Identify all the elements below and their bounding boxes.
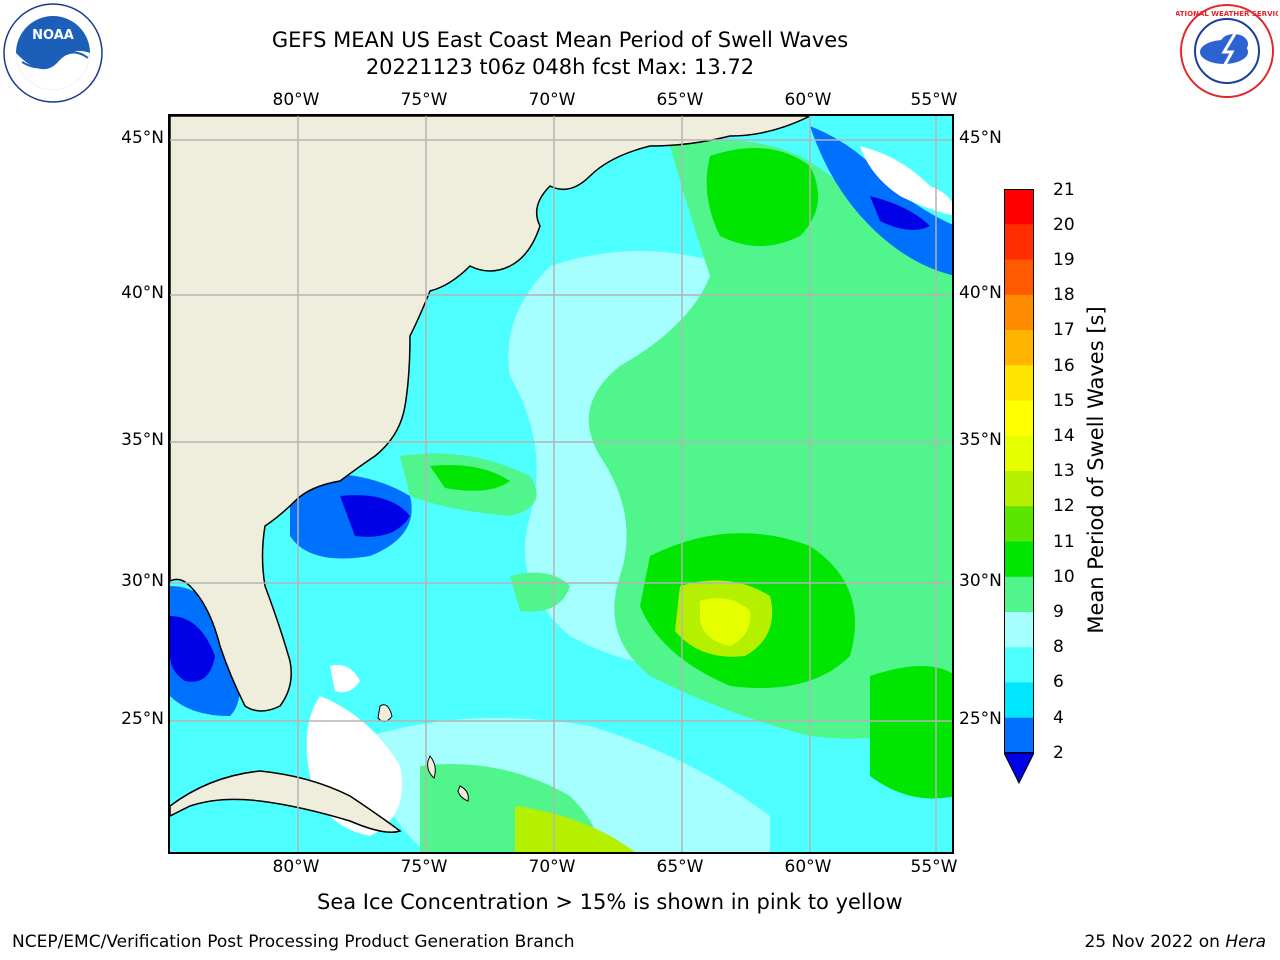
chart-subtitle: 20221123 t06z 048h fcst Max: 13.72 — [365, 55, 755, 79]
lat-right-label: 35°N — [959, 430, 1002, 450]
noaa-logo-text: NOAA — [32, 28, 74, 43]
land-bahamas — [457, 785, 469, 802]
footer-date: 25 Nov 2022 on Hera — [1084, 932, 1266, 952]
colorbar-band — [1004, 717, 1034, 754]
colorbar-tick-label: 8 — [1053, 637, 1064, 657]
lat-right-label: 30°N — [959, 571, 1002, 591]
land-bahamas — [427, 755, 436, 779]
colorbar-band — [1004, 541, 1034, 578]
sea-ice-note: Sea Ice Concentration > 15% is shown in … — [317, 890, 903, 914]
colorbar-tick-label: 10 — [1053, 567, 1075, 587]
colorbar-band — [1004, 435, 1034, 472]
colorbar-tick-label: 9 — [1053, 602, 1064, 622]
colorbar-tick-label: 11 — [1053, 532, 1075, 552]
colorbar-band — [1004, 506, 1034, 542]
colorbar-tick-label: 21 — [1053, 180, 1075, 200]
colorbar-tick-label: 15 — [1053, 391, 1075, 411]
colorbar-band — [1004, 365, 1034, 401]
lon-top-label: 80°W — [272, 90, 320, 110]
colorbar-band — [1004, 647, 1034, 683]
colorbar-band — [1004, 330, 1034, 366]
swell-zone-10-11s — [430, 465, 510, 491]
colorbar-extension — [1004, 752, 1034, 784]
lon-bottom-label: 60°W — [784, 857, 832, 877]
swell-zone-11-12s — [515, 806, 635, 852]
colorbar-outline — [1004, 189, 1034, 753]
colorbar-tick-label: 19 — [1053, 250, 1075, 270]
colorbar-band — [1004, 224, 1034, 260]
lat-right-label: 40°N — [959, 283, 1002, 303]
lon-top-label: 60°W — [784, 90, 832, 110]
colorbar-band — [1004, 682, 1034, 719]
colorbar-band — [1004, 400, 1034, 437]
swell-zone-under-2s — [170, 616, 215, 682]
map-panel — [168, 114, 954, 854]
lat-left-label: 25°N — [121, 709, 164, 729]
graticule — [170, 116, 952, 852]
footer-host: Hera — [1225, 932, 1266, 952]
colorbar-tick-label: 16 — [1053, 356, 1075, 376]
colorbar-tick-label: 12 — [1053, 496, 1075, 516]
map-canvas — [170, 116, 952, 852]
colorbar-tick-label: 13 — [1053, 461, 1075, 481]
colorbar-tick-label: 6 — [1053, 672, 1064, 692]
lat-right-label: 45°N — [959, 128, 1002, 148]
colorbar-band — [1004, 294, 1034, 331]
swell-zone-10-11s — [706, 148, 818, 246]
colorbar-band — [1004, 471, 1034, 507]
lon-bottom-label: 65°W — [656, 857, 704, 877]
no-data-area — [330, 665, 360, 693]
lat-left-label: 35°N — [121, 430, 164, 450]
chart-title: GEFS MEAN US East Coast Mean Period of S… — [271, 28, 849, 52]
land-north-america — [170, 116, 811, 712]
nws-logo-text: NATIONAL WEATHER SERVICE — [1176, 10, 1278, 18]
colorbar-band — [1004, 259, 1034, 296]
swell-zone-under-2s — [340, 495, 410, 537]
colorbar-tick-label: 17 — [1053, 320, 1075, 340]
swell-zone-12-14s — [700, 598, 751, 646]
lat-left-label: 45°N — [121, 128, 164, 148]
colorbar-tick-label: 20 — [1053, 215, 1075, 235]
footer-date-text: 25 Nov 2022 on — [1084, 932, 1226, 952]
lon-bottom-label: 70°W — [528, 857, 576, 877]
no-data-area — [860, 146, 952, 216]
nws-logo: NATIONAL WEATHER SERVICE — [1176, 4, 1278, 98]
land-cuba — [170, 770, 402, 833]
lat-right-label: 25°N — [959, 709, 1002, 729]
colorbar-band — [1004, 189, 1034, 225]
colorbar-title: Mean Period of Swell Waves [s] — [1084, 306, 1108, 634]
colorbar-tick-label: 14 — [1053, 426, 1075, 446]
lat-left-label: 30°N — [121, 571, 164, 591]
lon-bottom-label: 55°W — [910, 857, 958, 877]
swell-zone-under-2s — [870, 196, 930, 230]
colorbar-tick-label: 4 — [1053, 708, 1064, 728]
colorbar-tick-label: 2 — [1053, 743, 1064, 763]
lon-bottom-label: 75°W — [400, 857, 448, 877]
lon-top-label: 75°W — [400, 90, 448, 110]
lon-top-label: 55°W — [910, 90, 958, 110]
lat-left-label: 40°N — [121, 283, 164, 303]
swell-zone-10-11s — [870, 666, 952, 799]
lon-bottom-label: 80°W — [272, 857, 320, 877]
colorbar-tick-label: 18 — [1053, 285, 1075, 305]
footer-credit: NCEP/EMC/Verification Post Processing Pr… — [12, 932, 575, 952]
colorbar-band — [1004, 576, 1034, 613]
colorbar — [1004, 189, 1034, 784]
lon-top-label: 70°W — [528, 90, 576, 110]
noaa-logo: NOAA — [3, 3, 103, 103]
colorbar-band — [1004, 612, 1034, 648]
lon-top-label: 65°W — [656, 90, 704, 110]
